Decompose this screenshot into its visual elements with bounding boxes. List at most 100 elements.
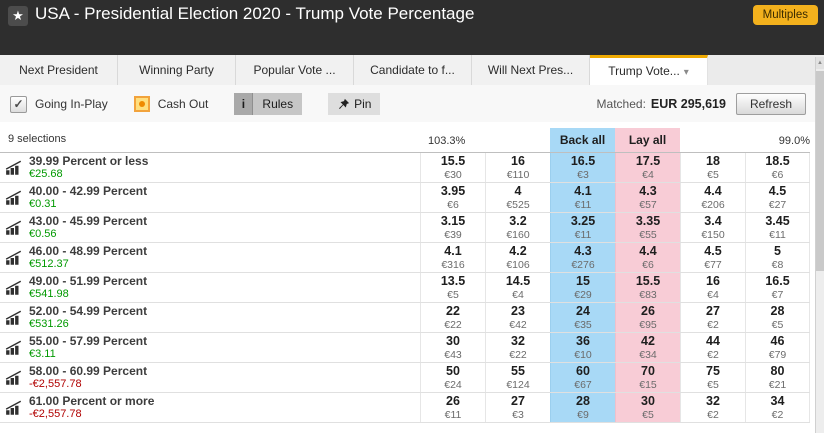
back-price-2[interactable]: 4.2 €106 xyxy=(485,243,550,272)
best-back-price[interactable]: 28 €9 xyxy=(550,393,615,422)
lay-price-2[interactable]: 16 €4 xyxy=(680,273,745,302)
price: 4.5 xyxy=(704,244,722,259)
tab-candidate-to-f[interactable]: Candidate to f... xyxy=(354,55,472,85)
back-price-3[interactable]: 4.1 €316 xyxy=(420,243,485,272)
best-lay-price[interactable]: 42 €34 xyxy=(615,333,680,362)
volume: €150 xyxy=(701,228,725,241)
table-row: 39.99 Percent or less €25.68 15.5 €30 16 €… xyxy=(0,152,810,182)
vertical-scrollbar[interactable]: ▲ xyxy=(815,57,824,433)
scroll-up-icon[interactable]: ▲ xyxy=(816,57,824,69)
best-lay-price[interactable]: 17.5 €4 xyxy=(615,153,680,182)
back-price-3[interactable]: 22 €22 xyxy=(420,303,485,332)
tab-popular-vote[interactable]: Popular Vote ... xyxy=(236,55,354,85)
lay-price-2[interactable]: 32 €2 xyxy=(680,393,745,422)
back-price-2[interactable]: 27 €3 xyxy=(485,393,550,422)
rules-button[interactable]: i Rules xyxy=(234,93,303,115)
back-price-2[interactable]: 14.5 €4 xyxy=(485,273,550,302)
price: 44 xyxy=(706,334,720,349)
price: 26 xyxy=(641,304,655,319)
selection-name: 58.00 - 60.99 Percent xyxy=(29,363,148,378)
back-price-3[interactable]: 3.15 €39 xyxy=(420,213,485,242)
lay-price-2[interactable]: 3.4 €150 xyxy=(680,213,745,242)
volume: €57 xyxy=(639,198,657,211)
best-lay-price[interactable]: 3.35 €55 xyxy=(615,213,680,242)
volume: €3 xyxy=(577,168,589,181)
chart-icon[interactable] xyxy=(5,280,23,296)
lay-price-3[interactable]: 34 €2 xyxy=(745,393,810,422)
back-price-3[interactable]: 13.5 €5 xyxy=(420,273,485,302)
lay-price-3[interactable]: 5 €8 xyxy=(745,243,810,272)
lay-price-2[interactable]: 75 €5 xyxy=(680,363,745,392)
price: 4.3 xyxy=(574,244,592,259)
cash-out-icon[interactable] xyxy=(133,96,150,112)
lay-price-3[interactable]: 46 €79 xyxy=(745,333,810,362)
chart-icon[interactable] xyxy=(5,340,23,356)
best-back-price[interactable]: 24 €35 xyxy=(550,303,615,332)
pin-button[interactable]: Pin xyxy=(328,93,381,115)
price: 75 xyxy=(706,364,720,379)
best-lay-price[interactable]: 30 €5 xyxy=(615,393,680,422)
back-price-3[interactable]: 26 €11 xyxy=(420,393,485,422)
tab-will-next-pres[interactable]: Will Next Pres... xyxy=(472,55,590,85)
chart-icon[interactable] xyxy=(5,160,23,176)
back-price-3[interactable]: 50 €24 xyxy=(420,363,485,392)
best-back-price[interactable]: 3.25 €11 xyxy=(550,213,615,242)
lay-price-3[interactable]: 3.45 €11 xyxy=(745,213,810,242)
chart-icon[interactable] xyxy=(5,370,23,386)
back-price-2[interactable]: 32 €22 xyxy=(485,333,550,362)
lay-price-3[interactable]: 4.5 €27 xyxy=(745,183,810,212)
back-price-3[interactable]: 15.5 €30 xyxy=(420,153,485,182)
price: 34 xyxy=(770,394,785,409)
lay-price-3[interactable]: 16.5 €7 xyxy=(745,273,810,302)
best-lay-price[interactable]: 4.4 €6 xyxy=(615,243,680,272)
back-all-button[interactable]: Back all xyxy=(550,128,615,152)
selection-pnl: €512.37 xyxy=(29,258,69,271)
lay-all-button[interactable]: Lay all xyxy=(615,128,680,152)
tab-next-president[interactable]: Next President xyxy=(0,55,118,85)
volume: €5 xyxy=(642,408,654,421)
back-price-2[interactable]: 4 €525 xyxy=(485,183,550,212)
lay-price-3[interactable]: 28 €5 xyxy=(745,303,810,332)
tab-winning-party[interactable]: Winning Party xyxy=(118,55,236,85)
tab-trump-vote-active[interactable]: Trump Vote... ▾ xyxy=(590,55,708,85)
back-price-2[interactable]: 3.2 €160 xyxy=(485,213,550,242)
back-price-3[interactable]: 3.95 €6 xyxy=(420,183,485,212)
lay-price-2[interactable]: 27 €2 xyxy=(680,303,745,332)
volume: €525 xyxy=(506,198,530,211)
lay-price-2[interactable]: 44 €2 xyxy=(680,333,745,362)
chart-icon[interactable] xyxy=(5,190,23,206)
favorite-star-icon[interactable]: ★ xyxy=(8,6,28,26)
back-price-2[interactable]: 55 €124 xyxy=(485,363,550,392)
best-back-price[interactable]: 15 €29 xyxy=(550,273,615,302)
lay-price-3[interactable]: 80 €21 xyxy=(745,363,810,392)
back-price-3[interactable]: 30 €43 xyxy=(420,333,485,362)
price: 23 xyxy=(511,304,525,319)
best-back-price[interactable]: 4.1 €11 xyxy=(550,183,615,212)
going-inplay-checkbox[interactable]: ✓ xyxy=(10,95,27,113)
best-back-price[interactable]: 60 €67 xyxy=(550,363,615,392)
price: 4.5 xyxy=(768,184,787,199)
best-back-price[interactable]: 4.3 €276 xyxy=(550,243,615,272)
volume: €2 xyxy=(707,348,719,361)
volume: €7 xyxy=(771,288,784,301)
scrollbar-thumb[interactable] xyxy=(816,71,824,271)
best-back-price[interactable]: 16.5 €3 xyxy=(550,153,615,182)
lay-price-2[interactable]: 4.4 €206 xyxy=(680,183,745,212)
lay-price-3[interactable]: 18.5 €6 xyxy=(745,153,810,182)
best-lay-price[interactable]: 70 €15 xyxy=(615,363,680,392)
refresh-button[interactable]: Refresh xyxy=(735,93,806,115)
chart-icon[interactable] xyxy=(5,250,23,266)
lay-price-2[interactable]: 4.5 €77 xyxy=(680,243,745,272)
chart-icon[interactable] xyxy=(5,220,23,236)
lay-price-2[interactable]: 18 €5 xyxy=(680,153,745,182)
best-lay-price[interactable]: 15.5 €83 xyxy=(615,273,680,302)
price: 80 xyxy=(770,364,785,379)
back-price-2[interactable]: 16 €110 xyxy=(485,153,550,182)
chart-icon[interactable] xyxy=(5,400,23,416)
multiples-button[interactable]: Multiples xyxy=(752,5,818,25)
best-lay-price[interactable]: 26 €95 xyxy=(615,303,680,332)
back-price-2[interactable]: 23 €42 xyxy=(485,303,550,332)
best-lay-price[interactable]: 4.3 €57 xyxy=(615,183,680,212)
best-back-price[interactable]: 36 €10 xyxy=(550,333,615,362)
chart-icon[interactable] xyxy=(5,310,23,326)
